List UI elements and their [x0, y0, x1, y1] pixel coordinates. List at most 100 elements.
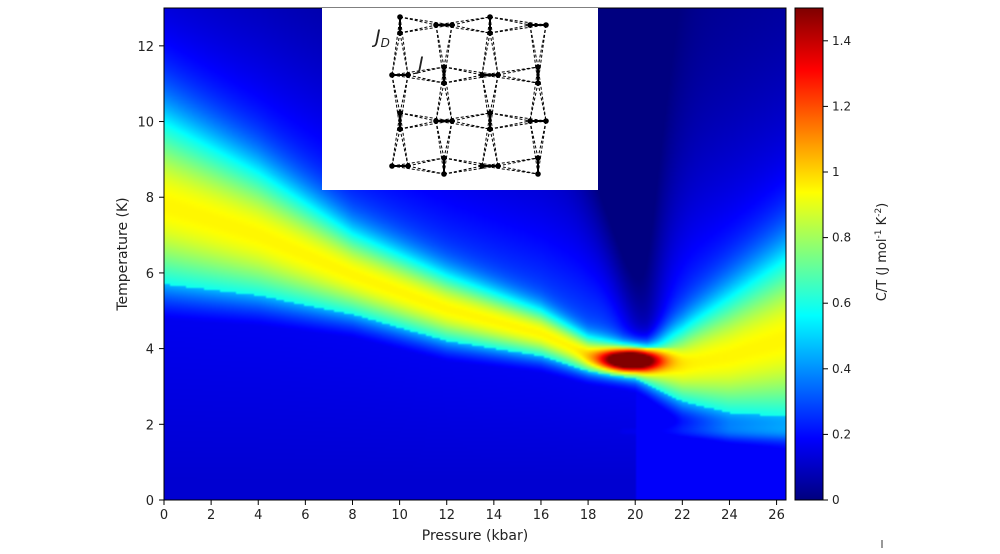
lattice-bond-j	[489, 24, 547, 34]
lattice-bond-j	[451, 16, 491, 26]
x-tick-label: 2	[207, 508, 215, 523]
lattice-bond-j	[435, 120, 445, 175]
lattice-bond-j	[497, 165, 539, 175]
x-tick-label: 12	[438, 508, 455, 523]
lattice-site	[441, 171, 447, 177]
lattice-bond-j	[481, 112, 491, 167]
y-tick-label: 6	[146, 267, 154, 282]
lattice-bond-j	[399, 128, 409, 167]
lattice-bond-j	[529, 66, 539, 122]
lattice-bond-j	[481, 32, 491, 76]
colorbar-tick-label: 0	[832, 493, 840, 507]
lattice-bond-j	[489, 128, 499, 167]
lattice-bond-j	[407, 157, 445, 167]
x-tick-label: 26	[768, 508, 785, 523]
lattice-bond-j	[399, 32, 409, 76]
lattice-bond-j	[451, 24, 491, 34]
lattice-bond-j	[537, 66, 547, 122]
lattice-site	[449, 22, 455, 28]
x-tick-label: 20	[627, 508, 644, 523]
x-axis-label: Pressure (kbar)	[422, 528, 528, 544]
lattice-site	[543, 22, 549, 28]
lattice-diagram	[389, 14, 549, 177]
lattice-bond-j	[481, 157, 539, 167]
lattice-bond-j	[435, 16, 491, 26]
lattice-bond-j	[451, 120, 491, 130]
lattice-inset: JD J	[322, 8, 598, 190]
lattice-site	[487, 14, 493, 20]
lattice-site	[543, 118, 549, 124]
lattice-bond-j	[497, 66, 539, 76]
x-tick-label: 6	[301, 508, 309, 523]
x-tick-label: 8	[348, 508, 356, 523]
lattice-bond-j	[435, 66, 445, 122]
lattice-bond-j	[537, 120, 547, 175]
lattice-site	[535, 64, 541, 70]
lattice-site	[405, 163, 411, 169]
lattice-site	[441, 64, 447, 70]
lattice-site	[449, 118, 455, 124]
lattice-bond-j	[399, 24, 453, 34]
lattice-site	[479, 72, 485, 78]
lattice-bond-j	[435, 82, 445, 122]
colorbar-tick-label: 0.8	[832, 231, 851, 245]
lattice-bond-j	[391, 128, 401, 167]
lattice-bond-j	[391, 32, 401, 76]
x-tick-label: 4	[254, 508, 262, 523]
lattice-site	[433, 22, 439, 28]
lattice-bond-j	[391, 157, 445, 167]
lattice-site	[479, 163, 485, 169]
colorbar-tick-label: 1.2	[832, 99, 851, 113]
lattice-bond-j	[489, 120, 547, 130]
lattice-site	[527, 118, 533, 124]
y-tick-label: 12	[137, 40, 154, 55]
lattice-site	[405, 72, 411, 78]
y-tick-label: 10	[137, 116, 154, 131]
x-axis: 0 2 4 6 8 10 12 14 16 18 20 22 24 26	[160, 500, 785, 523]
lattice-site	[495, 72, 501, 78]
x-tick-label: 16	[533, 508, 550, 523]
lattice-bond-j	[407, 74, 445, 84]
lattice-bond-j	[489, 112, 499, 167]
colorbar-label: C/T (J mol-1 K-2)	[874, 203, 890, 302]
lattice-bond-j	[399, 120, 453, 130]
lattice-bond-j	[497, 157, 539, 167]
x-tick-label: 10	[391, 508, 408, 523]
lattice-bond-j	[435, 120, 491, 130]
colorbar-ticks: 0 0.2 0.4 0.6 0.8 1 1.2 1.4	[823, 34, 851, 507]
lattice-bond-j	[443, 120, 453, 175]
lattice-bond-j	[399, 112, 453, 122]
lattice-bond-j	[497, 74, 539, 84]
lattice-site	[433, 118, 439, 124]
lattice-site	[389, 72, 395, 78]
lattice-bond-j	[529, 82, 539, 122]
lattice-bond-j	[489, 112, 547, 122]
lattice-bond-j	[451, 112, 491, 122]
lattice-bond-j	[435, 24, 491, 34]
lattice-site	[441, 155, 447, 161]
lattice-site	[487, 110, 493, 116]
inset-label-jd: JD	[371, 26, 390, 50]
lattice-bond-j	[443, 82, 453, 122]
lattice-site	[535, 80, 541, 86]
colorbar-gradient	[794, 7, 824, 501]
lattice-bond-j	[391, 165, 445, 175]
x-tick-label: 24	[721, 508, 738, 523]
colorbar-tick-label: 1	[832, 165, 840, 179]
y-tick-label: 4	[146, 343, 154, 358]
lattice-bond-j	[391, 112, 401, 167]
inset-label-j: J	[414, 53, 424, 75]
y-tick-label: 2	[146, 418, 154, 433]
lattice-site	[441, 80, 447, 86]
lattice-bond-j	[391, 66, 445, 76]
x-tick-label: 18	[580, 508, 597, 523]
lattice-bond-j	[391, 74, 445, 84]
inset-label-jd-sub: D	[381, 36, 390, 50]
lattice-bond-j	[407, 165, 445, 175]
lattice-site	[487, 126, 493, 132]
lattice-bond-j	[443, 66, 453, 122]
y-axis-label: Temperature (K)	[115, 197, 131, 311]
lattice-bond-j	[481, 74, 539, 84]
